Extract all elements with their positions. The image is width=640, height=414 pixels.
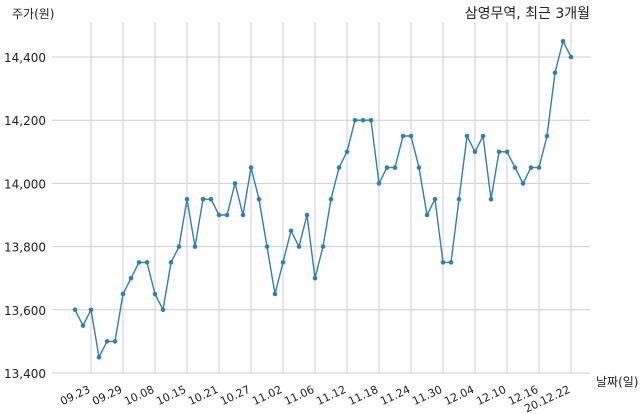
y-tick-label: 13,400 bbox=[4, 367, 46, 381]
data-point bbox=[432, 196, 438, 202]
x-tick-label: 11.24 bbox=[378, 383, 412, 408]
data-point bbox=[168, 260, 174, 265]
data-point bbox=[384, 165, 390, 170]
data-point bbox=[368, 117, 374, 123]
x-axis-label: 날짜(일) bbox=[596, 375, 638, 389]
data-point bbox=[288, 228, 294, 234]
data-point bbox=[176, 244, 182, 249]
data-point bbox=[272, 291, 278, 297]
y-tick-label: 14,200 bbox=[4, 114, 46, 128]
y-tick-label: 13,800 bbox=[4, 241, 46, 255]
data-point bbox=[336, 165, 342, 170]
data-point bbox=[480, 133, 486, 139]
x-tick-label: 11.02 bbox=[250, 383, 284, 408]
x-tick-labels: 09.2309.2910.0810.1510.2110.2711.0211.06… bbox=[58, 383, 572, 414]
data-point bbox=[552, 70, 558, 76]
y-tick-label: 14,400 bbox=[4, 51, 46, 65]
data-point bbox=[72, 307, 78, 313]
series-group bbox=[72, 38, 574, 360]
x-tick-label: 12.04 bbox=[442, 383, 476, 408]
y-tick-label: 13,600 bbox=[4, 304, 46, 318]
data-point bbox=[144, 260, 150, 265]
x-tick-label: 11.06 bbox=[282, 383, 316, 408]
data-point bbox=[536, 165, 542, 170]
data-point bbox=[520, 181, 526, 186]
y-tick-label: 14,000 bbox=[4, 177, 46, 191]
data-point bbox=[512, 165, 518, 170]
y-axis-label: 주가(원) bbox=[12, 7, 54, 21]
data-point bbox=[528, 165, 534, 170]
data-point bbox=[184, 196, 190, 202]
data-point bbox=[544, 133, 550, 139]
data-point bbox=[312, 275, 318, 281]
data-point bbox=[400, 133, 406, 139]
data-point bbox=[224, 212, 230, 218]
data-point bbox=[112, 339, 118, 344]
data-point bbox=[440, 260, 446, 265]
x-tick-label: 11.30 bbox=[410, 383, 444, 408]
data-point bbox=[360, 117, 366, 123]
data-point bbox=[416, 165, 422, 170]
data-point bbox=[160, 307, 166, 313]
y-tick-labels: 13,400 13,600 13,800 14,000 14,200 14,400 bbox=[4, 51, 46, 381]
data-point bbox=[264, 244, 270, 249]
data-point bbox=[104, 339, 110, 344]
data-point bbox=[208, 196, 214, 202]
x-tick-label: 10.15 bbox=[154, 383, 188, 408]
data-point bbox=[280, 260, 286, 265]
data-point bbox=[496, 149, 502, 155]
data-point bbox=[88, 307, 94, 313]
data-point bbox=[456, 196, 462, 202]
data-point bbox=[240, 212, 246, 218]
data-point bbox=[408, 133, 414, 139]
data-point bbox=[304, 212, 310, 218]
data-point bbox=[128, 275, 134, 281]
grid-lines bbox=[52, 22, 590, 374]
x-tick-label: 09.29 bbox=[90, 383, 124, 408]
data-point bbox=[328, 196, 334, 202]
x-tick-label: 10.21 bbox=[186, 383, 220, 408]
x-tick-label: 11.12 bbox=[314, 383, 348, 408]
data-point bbox=[320, 244, 326, 249]
data-point bbox=[472, 149, 478, 155]
data-point bbox=[80, 323, 86, 328]
data-point bbox=[200, 196, 206, 202]
data-point bbox=[248, 165, 254, 170]
chart-title: 삼영무역, 최근 3개월 bbox=[465, 6, 590, 22]
data-point bbox=[504, 149, 510, 155]
data-point bbox=[448, 260, 454, 265]
data-point bbox=[96, 354, 102, 360]
data-point bbox=[192, 244, 198, 249]
data-point bbox=[488, 196, 494, 202]
x-tick-label: 12.10 bbox=[474, 383, 508, 408]
x-tick-label: 10.27 bbox=[218, 383, 252, 408]
x-tick-label: 09.23 bbox=[58, 383, 92, 408]
x-tick-label: 11.18 bbox=[346, 383, 380, 408]
x-tick-label: 10.08 bbox=[122, 383, 156, 408]
data-point bbox=[352, 117, 358, 123]
data-point bbox=[344, 149, 350, 155]
data-point bbox=[392, 165, 398, 170]
data-point bbox=[376, 181, 382, 186]
data-point bbox=[216, 212, 222, 218]
data-point bbox=[568, 54, 574, 60]
data-point bbox=[560, 38, 566, 44]
data-point bbox=[296, 244, 302, 249]
data-point bbox=[424, 212, 430, 218]
data-point bbox=[136, 260, 142, 265]
data-point bbox=[464, 133, 470, 139]
data-point bbox=[256, 196, 262, 202]
data-point bbox=[152, 291, 158, 297]
data-point bbox=[120, 291, 126, 297]
data-point bbox=[232, 181, 238, 186]
